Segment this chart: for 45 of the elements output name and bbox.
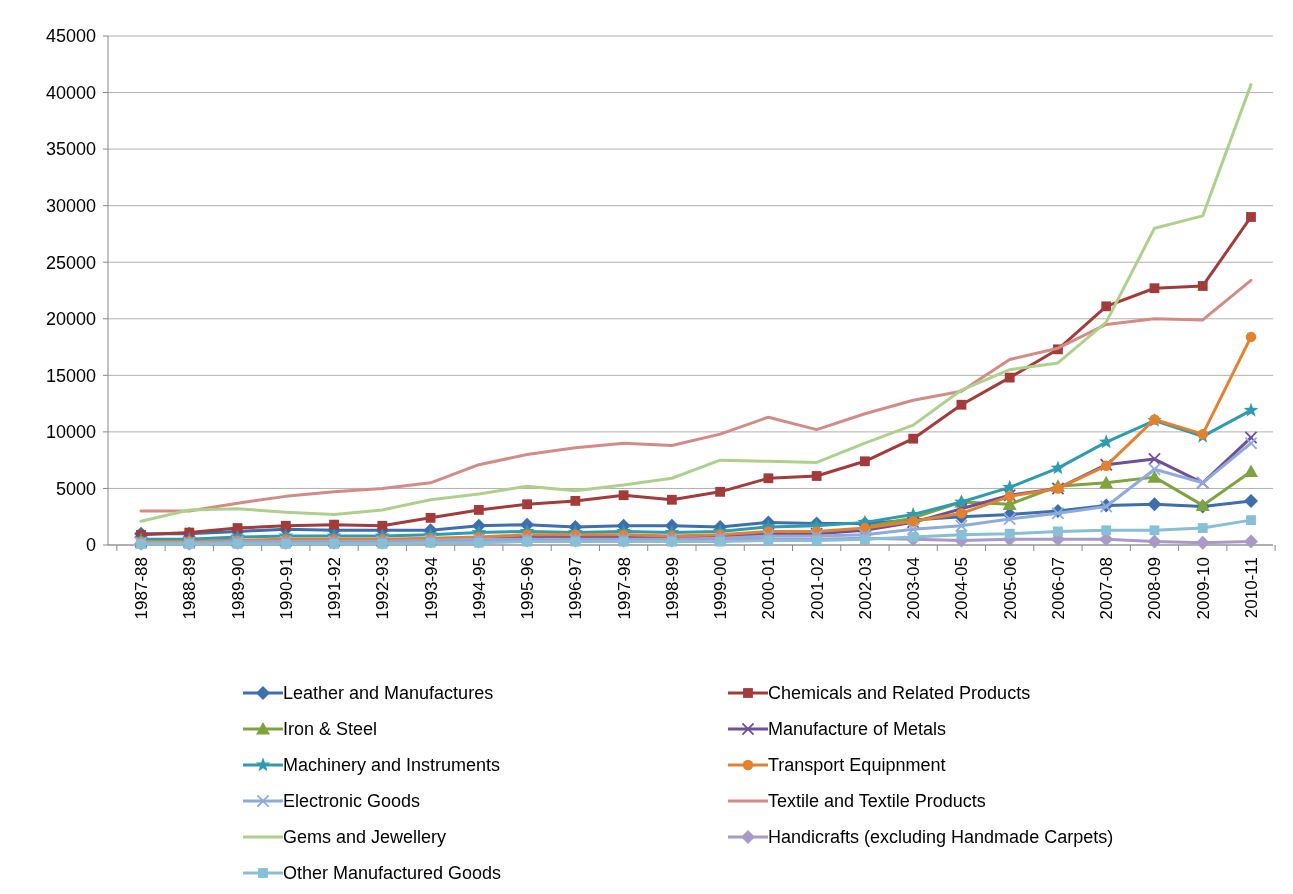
y-tick-label: 45000 [45,26,96,47]
x-tick-label: 1996-97 [566,557,586,620]
x-tick-label: 2005-06 [1000,557,1020,620]
x-tick-label: 2008-09 [1145,557,1165,620]
legend-label: Leather and Manufactures [283,683,494,704]
x-tick-label: 2003-04 [904,557,924,620]
y-tick-label: 0 [85,535,96,556]
y-tick-label: 35000 [45,139,96,160]
x-tick-label: 1994-95 [469,557,489,620]
x-tick-label: 1998-99 [662,557,682,620]
x-tick-label: 2010-11 [1242,557,1261,619]
y-tick-label: 40000 [45,82,96,103]
x-tick-label: 2001-02 [807,557,827,620]
y-tick-label: 5000 [55,478,96,499]
x-tick-label: 1990-91 [276,557,296,620]
legend-label: Handicrafts (excluding Handmade Carpets) [768,827,1114,848]
x-tick-label: 2002-03 [855,557,875,620]
legend-label: Manufacture of Metals [768,719,947,740]
y-tick-label: 20000 [45,309,96,330]
x-tick-label: 1991-92 [325,557,345,620]
legend-label: Other Manufactured Goods [283,863,502,884]
legend-label: Gems and Jewellery [283,827,447,848]
y-tick-label: 10000 [45,422,96,443]
y-tick-label: 25000 [45,252,96,273]
x-tick-label: 2007-08 [1097,557,1117,620]
x-tick-label: 1992-93 [373,557,393,620]
x-tick-label: 2006-07 [1048,557,1068,620]
x-tick-label: 1995-96 [518,557,538,620]
x-tick-label: 1997-98 [614,557,634,620]
x-tick-label: 1988-89 [180,557,200,620]
x-tick-label: 1993-94 [421,557,441,620]
y-tick-label: 15000 [45,365,96,386]
y-tick-label: 30000 [45,195,96,216]
x-tick-label: 1987-88 [132,557,151,620]
legend-label: Transport Equipnment [768,755,946,776]
x-tick-label: 2009-10 [1193,557,1213,620]
legend-label: Machinery and Instruments [283,755,501,776]
x-tick-label: 1989-90 [228,557,248,620]
legend-label: Chemicals and Related Products [768,683,1031,704]
legend-label: Iron & Steel [283,719,378,740]
x-tick-label: 2004-05 [952,557,972,620]
x-tick-label: 1999-00 [711,557,731,620]
legend-label: Textile and Textile Products [768,791,986,812]
x-tick-label: 2000-01 [759,557,779,620]
legend-label: Electronic Goods [283,791,421,812]
